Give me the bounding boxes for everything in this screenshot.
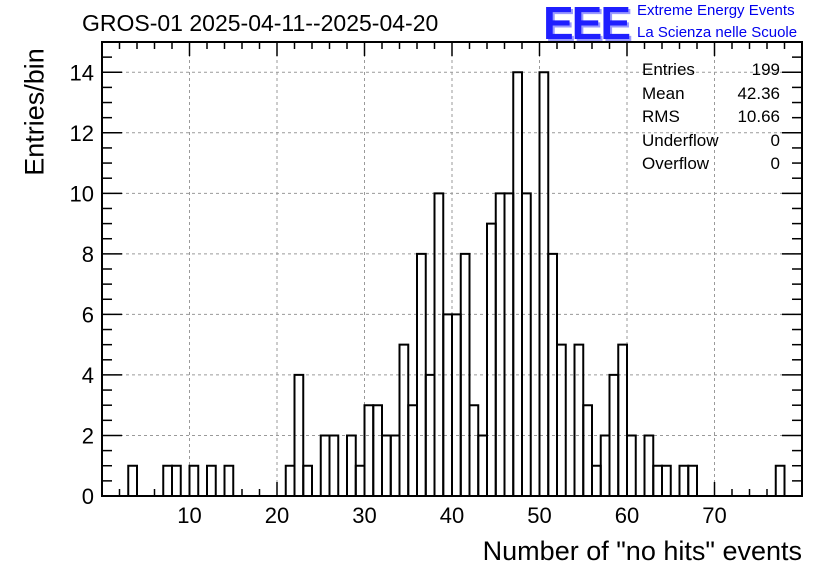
histogram-bar (302, 464, 313, 496)
stat-label: Entries (642, 60, 695, 79)
histogram-bar (459, 252, 471, 496)
histogram-bar (599, 434, 611, 496)
x-tick-label: 20 (265, 503, 289, 528)
stats-box: Entries 199 Mean 42.36 RMS 10.66 Underfl… (642, 60, 780, 178)
histogram-bar (687, 464, 698, 496)
histogram-bar (477, 434, 488, 496)
stat-row-entries: Entries 199 (642, 60, 780, 84)
histogram-bar (407, 404, 418, 496)
y-tick-label: 12 (70, 121, 94, 146)
histogram-bar (626, 434, 637, 496)
histogram-bar (617, 343, 628, 496)
histogram-bar (494, 192, 506, 496)
histogram-bar (346, 434, 357, 496)
histogram-bar (162, 464, 173, 496)
stat-row-overflow: Overflow 0 (642, 154, 780, 178)
eee-logo: EEE (543, 0, 631, 49)
histogram-bar (661, 464, 672, 496)
histogram-bar (381, 434, 392, 496)
stat-label: RMS (642, 107, 680, 126)
y-tick-label: 14 (70, 60, 94, 85)
histogram-bar (678, 464, 690, 496)
logo-line-2: La Scienza nelle Scuole (637, 24, 798, 41)
histogram-bar (171, 464, 182, 496)
histogram-bar (591, 464, 602, 496)
histogram-bar (127, 464, 138, 496)
histogram-bar (284, 464, 296, 496)
logo-line-1: Extreme Energy Events (637, 2, 795, 19)
histogram-bar (319, 434, 331, 496)
histogram-bar (486, 222, 497, 496)
histogram-bar (363, 404, 375, 496)
chart-title: GROS-01 2025-04-11--2025-04-20 (82, 10, 439, 36)
x-tick-label: 50 (527, 503, 551, 528)
stat-label: Underflow (642, 130, 719, 150)
y-tick-label: 2 (82, 423, 94, 448)
histogram-bar (433, 192, 445, 496)
histogram-bar (398, 343, 410, 496)
x-axis-label: Number of "no hits" events (482, 536, 802, 566)
histogram-bar (573, 343, 585, 496)
histogram-bar (643, 434, 655, 496)
stat-value: 42.36 (737, 83, 780, 103)
histogram-bar (389, 434, 401, 496)
x-tick-label: 60 (615, 503, 639, 528)
histogram-bar (188, 464, 200, 496)
histogram-bar (652, 464, 663, 496)
histogram-bar (442, 313, 453, 496)
histogram-bar (206, 464, 217, 496)
x-tick-label: 40 (440, 503, 464, 528)
histogram-bar (556, 343, 567, 496)
y-tick-label: 8 (82, 242, 94, 267)
stat-value: 199 (751, 60, 780, 79)
stat-row-underflow: Underflow 0 (642, 131, 780, 155)
stat-label: Mean (642, 83, 685, 103)
y-tick-label: 10 (70, 181, 94, 206)
stat-row-rms: RMS 10.66 (642, 107, 780, 131)
y-tick-label: 6 (82, 302, 94, 327)
x-tick-label: 30 (352, 503, 376, 528)
y-tick-label: 0 (82, 484, 94, 509)
histogram-bar (354, 464, 366, 496)
stat-value: 0 (770, 154, 780, 173)
histogram-bar (468, 404, 480, 496)
x-tick-label: 70 (702, 503, 726, 528)
histogram-bar (538, 71, 550, 496)
histogram-bar (521, 192, 532, 496)
histogram-bar (512, 71, 523, 496)
stat-value: 10.66 (737, 107, 780, 126)
histogram-bar (503, 192, 515, 496)
y-axis-label: Entries/bin (19, 48, 50, 176)
histogram-bar (293, 373, 305, 496)
histogram-bar (372, 404, 383, 496)
histogram-bar (223, 464, 235, 496)
stat-value: 0 (770, 130, 780, 150)
histogram-bar (328, 434, 340, 496)
stat-label: Overflow (642, 154, 710, 173)
histogram-bar (774, 464, 786, 496)
histogram-bar (582, 404, 593, 496)
stat-row-mean: Mean 42.36 (642, 84, 780, 108)
y-tick-label: 4 (82, 363, 94, 388)
histogram-bar (451, 313, 462, 496)
x-tick-label: 10 (177, 503, 201, 528)
